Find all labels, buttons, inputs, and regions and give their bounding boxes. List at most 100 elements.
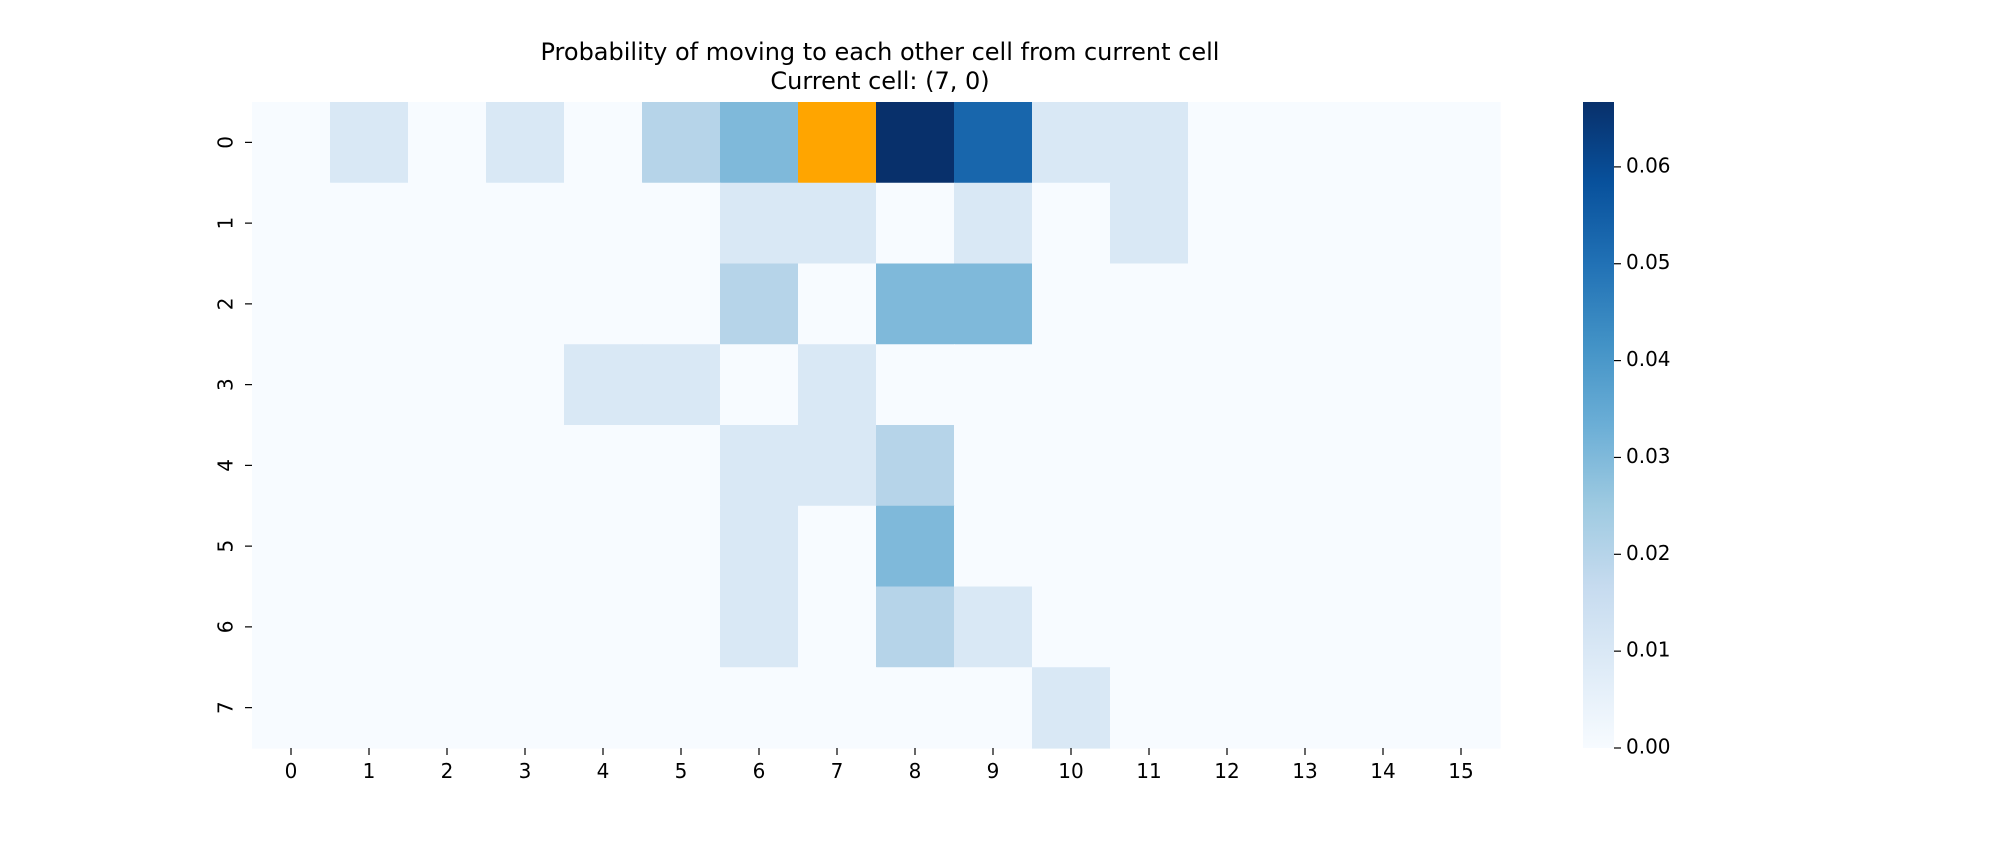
colorbar-tick-label: 0.06 bbox=[1626, 153, 1671, 177]
x-tick-label: 10 bbox=[1058, 759, 1083, 783]
heatmap-cell bbox=[1422, 586, 1501, 668]
heatmap-cell bbox=[408, 344, 487, 426]
heatmap-cell bbox=[486, 505, 565, 588]
heatmap-cell bbox=[564, 182, 643, 265]
heatmap-cell bbox=[330, 344, 409, 426]
x-tick-label: 7 bbox=[831, 759, 844, 783]
heatmap-cell bbox=[252, 425, 331, 507]
heatmap-cell bbox=[954, 182, 1033, 265]
heatmap-cell bbox=[1110, 102, 1189, 184]
heatmap-cell bbox=[798, 505, 877, 588]
heatmap-cell bbox=[720, 263, 799, 345]
heatmap-cell bbox=[1344, 182, 1423, 265]
x-tick-label: 14 bbox=[1370, 759, 1395, 783]
heatmap-cell bbox=[954, 263, 1033, 345]
heatmap-cell bbox=[1344, 344, 1423, 426]
heatmap-cell bbox=[564, 505, 643, 588]
heatmap-cell bbox=[876, 586, 955, 668]
heatmap-cell bbox=[1032, 263, 1111, 345]
heatmap-cell bbox=[1422, 263, 1501, 345]
heatmap-cell bbox=[564, 344, 643, 426]
heatmap-cell bbox=[330, 263, 409, 345]
heatmap-cell bbox=[1266, 425, 1345, 507]
heatmap-cell bbox=[1032, 102, 1111, 184]
y-axis: 0 1 2 3 4 5 6 7 bbox=[214, 136, 252, 714]
heatmap-cell bbox=[1188, 667, 1267, 749]
heatmap-cell bbox=[1032, 667, 1111, 749]
heatmap-cell bbox=[1110, 425, 1189, 507]
heatmap-cell bbox=[1266, 586, 1345, 668]
heatmap-cell bbox=[798, 263, 877, 345]
heatmap-cell bbox=[1266, 263, 1345, 345]
y-tick-label: 2 bbox=[214, 298, 238, 311]
heatmap-cell bbox=[642, 667, 721, 749]
heatmap-cell bbox=[954, 102, 1033, 184]
y-tick-label: 4 bbox=[214, 459, 238, 472]
x-tick-label: 4 bbox=[597, 759, 610, 783]
heatmap-cell bbox=[330, 505, 409, 588]
heatmap-cell bbox=[564, 667, 643, 749]
heatmap-cell bbox=[1344, 263, 1423, 345]
y-tick-label: 0 bbox=[214, 136, 238, 149]
heatmap-cell bbox=[1110, 586, 1189, 668]
heatmap-cell bbox=[564, 263, 643, 345]
x-tick-label: 11 bbox=[1136, 759, 1161, 783]
heatmap-cell bbox=[642, 263, 721, 345]
colorbar-axis: 0.00 0.01 0.02 0.03 0.04 0.05 0.06 bbox=[1614, 153, 1671, 759]
heatmap-cell bbox=[1422, 344, 1501, 426]
heatmap-cell bbox=[1032, 586, 1111, 668]
heatmap-cell bbox=[1344, 425, 1423, 507]
heatmap-cell bbox=[330, 586, 409, 668]
heatmap-cell bbox=[1110, 344, 1189, 426]
heatmap-cell bbox=[486, 586, 565, 668]
y-tick-label: 7 bbox=[214, 701, 238, 714]
heatmap-cell bbox=[408, 102, 487, 184]
heatmap-cell bbox=[252, 344, 331, 426]
heatmap-cell bbox=[720, 102, 799, 184]
x-tick-label: 5 bbox=[675, 759, 688, 783]
heatmap-cell bbox=[876, 102, 955, 184]
heatmap-cell bbox=[876, 182, 955, 265]
heatmap-cell bbox=[642, 182, 721, 265]
heatmap-cell bbox=[720, 344, 799, 426]
heatmap-cell bbox=[252, 505, 331, 588]
colorbar-tick-label: 0.05 bbox=[1626, 250, 1671, 274]
colorbar-tick-label: 0.04 bbox=[1626, 347, 1671, 371]
heatmap-cell bbox=[1422, 102, 1501, 184]
heatmap-cell bbox=[408, 505, 487, 588]
heatmap-cell bbox=[1188, 263, 1267, 345]
heatmap-cell bbox=[642, 505, 721, 588]
heatmap-cell bbox=[408, 667, 487, 749]
heatmap-cell bbox=[1032, 182, 1111, 265]
heatmap-cell bbox=[642, 586, 721, 668]
heatmap-cell bbox=[1266, 667, 1345, 749]
heatmap-cell bbox=[1266, 344, 1345, 426]
colorbar-tick-label: 0.00 bbox=[1626, 735, 1671, 759]
heatmap-cell bbox=[1422, 182, 1501, 265]
x-tick-label: 2 bbox=[441, 759, 454, 783]
heatmap-cell bbox=[1110, 505, 1189, 588]
heatmap-cell bbox=[1344, 505, 1423, 588]
heatmap-cell bbox=[876, 505, 955, 588]
heatmap-cell bbox=[720, 667, 799, 749]
heatmap-cell bbox=[798, 586, 877, 668]
heatmap-cell bbox=[1188, 344, 1267, 426]
heatmap-cell bbox=[1032, 505, 1111, 588]
heatmap-cell bbox=[486, 425, 565, 507]
heatmap-cell bbox=[486, 263, 565, 345]
heatmap-cell bbox=[876, 344, 955, 426]
heatmap-cell bbox=[1032, 344, 1111, 426]
heatmap-cell bbox=[720, 425, 799, 507]
colorbar-tick-label: 0.02 bbox=[1626, 541, 1671, 565]
heatmap-cell bbox=[798, 667, 877, 749]
x-axis: 0 1 2 3 4 5 6 7 8 9 10 11 12 13 14 15 bbox=[285, 748, 1474, 783]
heatmap-cell bbox=[954, 425, 1033, 507]
heatmap-cell bbox=[1188, 505, 1267, 588]
x-tick-label: 9 bbox=[987, 759, 1000, 783]
heatmap-cell bbox=[1266, 182, 1345, 265]
heatmap-cell bbox=[330, 667, 409, 749]
y-tick-label: 3 bbox=[214, 378, 238, 391]
heatmap-cell bbox=[330, 425, 409, 507]
heatmap-cell bbox=[642, 344, 721, 426]
x-tick-label: 15 bbox=[1448, 759, 1473, 783]
